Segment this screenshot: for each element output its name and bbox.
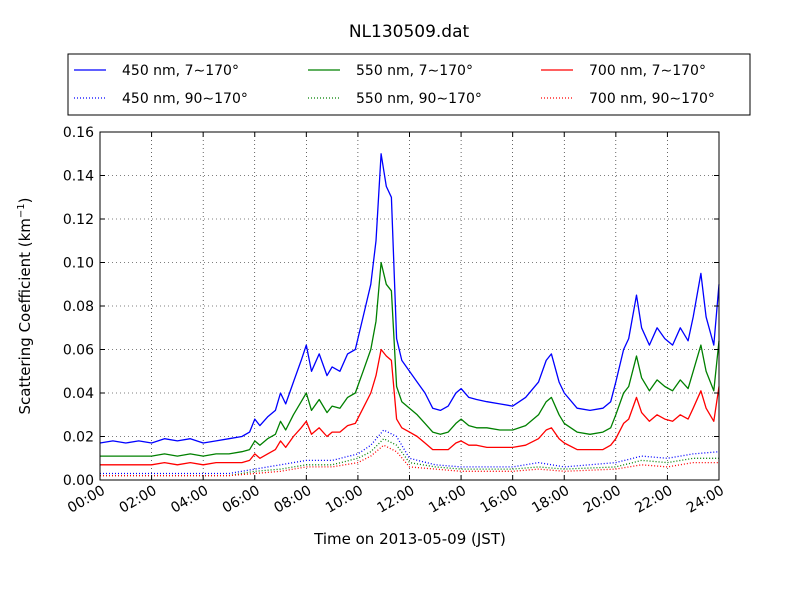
y-tick-label: 0.02 xyxy=(63,430,94,446)
plot-lines xyxy=(99,153,720,477)
y-tick-label: 0.00 xyxy=(63,473,94,489)
y-tick-label: 0.10 xyxy=(63,256,94,272)
legend-label-4: 450 nm, 90∼170° xyxy=(122,91,248,107)
legend-label-6: 700 nm, 90∼170° xyxy=(589,91,715,107)
y-tick-label: 0.08 xyxy=(63,299,94,315)
y-axis-label: Scattering Coefficient (km−1) xyxy=(16,197,34,414)
y-tick-label: 0.04 xyxy=(63,386,94,402)
legend-label-2: 550 nm, 7∼170° xyxy=(356,63,473,79)
y-axis-label-main: Scattering Coefficient (km xyxy=(16,218,34,414)
series-line-5 xyxy=(100,438,719,477)
y-tick-label: 0.14 xyxy=(63,169,94,185)
chart-title: NL130509.dat xyxy=(349,22,470,42)
series-line-3 xyxy=(100,348,720,466)
legend: 450 nm, 7∼170° 550 nm, 7∼170° 700 nm, 7∼17… xyxy=(67,53,751,116)
y-axis-label-close: ) xyxy=(16,197,34,203)
legend-label-1: 450 nm, 7∼170° xyxy=(122,63,239,79)
y-tick-label: 0.12 xyxy=(63,212,94,228)
series-line-2 xyxy=(100,261,720,457)
legend-box xyxy=(67,53,751,116)
series-line-4 xyxy=(100,429,720,475)
legend-label-5: 550 nm, 90∼170° xyxy=(356,91,482,107)
y-axis-label-sup: −1 xyxy=(16,203,27,218)
series-line-1 xyxy=(99,153,720,444)
y-tick-label: 0.16 xyxy=(63,125,94,141)
y-tick-label: 0.06 xyxy=(63,343,94,359)
x-axis-label: Time on 2013-05-09 (JST) xyxy=(313,530,506,548)
legend-label-3: 700 nm, 7∼170° xyxy=(589,63,706,79)
